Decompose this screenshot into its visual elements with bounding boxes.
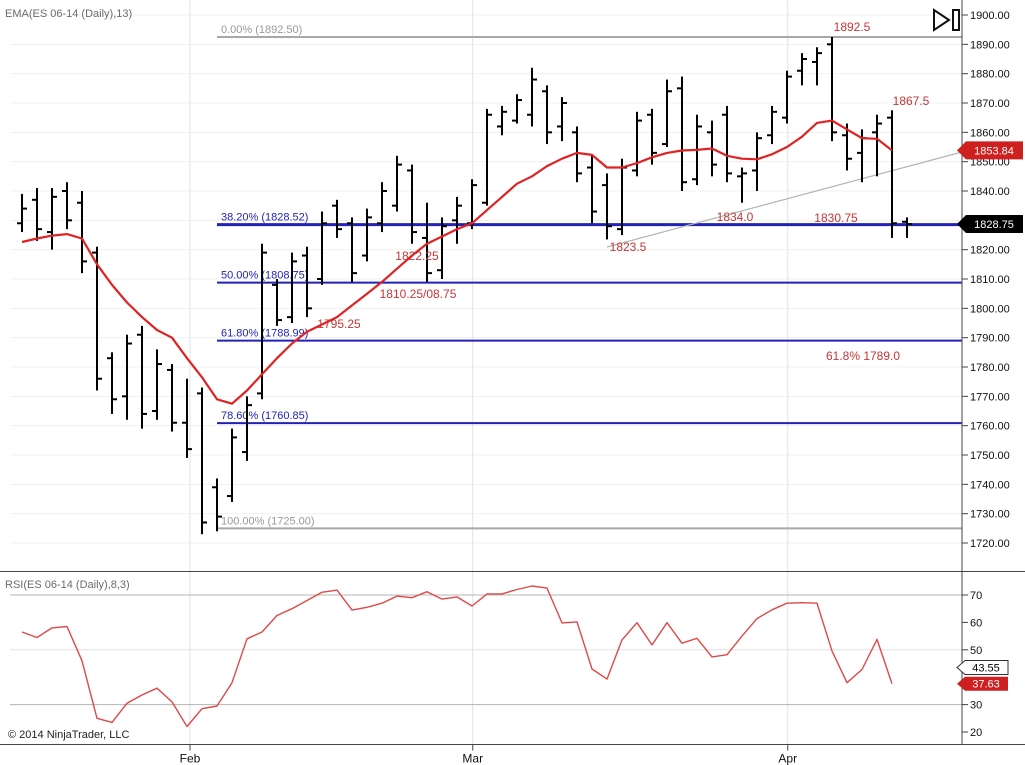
grid-lines xyxy=(10,0,962,745)
svg-text:1820.00: 1820.00 xyxy=(970,245,1010,257)
svg-text:1900.00: 1900.00 xyxy=(970,10,1010,22)
annotation-1823.5: 1823.5 xyxy=(610,240,647,254)
fib-label-0.00%: 0.00% (1892.50) xyxy=(221,24,302,36)
svg-text:50: 50 xyxy=(970,645,982,657)
price-axis[interactable]: 1900.00 1890.00 1880.00 1870.00 1860.00 1850.… xyxy=(962,10,1010,739)
svg-text:1810.00: 1810.00 xyxy=(970,274,1010,286)
axes xyxy=(0,0,1025,745)
price-annotations: 1892.5 1867.5 1830.75 1834.0 1823.5 1822.25 18… xyxy=(317,20,929,363)
svg-text:1853.84: 1853.84 xyxy=(974,145,1014,157)
svg-text:1730.00: 1730.00 xyxy=(970,509,1010,521)
ema-price-tag xyxy=(957,141,1023,160)
annotation-1830.75: 1830.75 xyxy=(814,211,858,225)
svg-text:Apr: Apr xyxy=(778,752,797,765)
annotation-1834.0: 1834.0 xyxy=(717,210,754,224)
ohlc-bars xyxy=(17,36,912,535)
svg-text:1780.00: 1780.00 xyxy=(970,362,1010,374)
svg-text:43.55: 43.55 xyxy=(972,662,1000,674)
fib-label-61.80%: 61.80% (1788.99) xyxy=(221,328,308,340)
svg-text:1760.00: 1760.00 xyxy=(970,421,1010,433)
svg-text:1720.00: 1720.00 xyxy=(970,538,1010,550)
fib-label-100.00%: 100.00% (1725.00) xyxy=(221,515,315,527)
svg-text:1840.00: 1840.00 xyxy=(970,186,1010,198)
annotation-1810.25/08.75: 1810.25/08.75 xyxy=(380,287,457,301)
svg-text:20: 20 xyxy=(970,727,982,739)
time-axis[interactable]: Feb Mar Apr xyxy=(180,744,797,765)
rsi-line xyxy=(21,585,893,728)
last-price-tag xyxy=(957,214,1023,233)
fibonacci-retracement: 0.00% (1892.50) 38.20% (1828.52) 50.00% (1… xyxy=(217,24,962,530)
go-to-last-bar-button[interactable] xyxy=(930,6,964,34)
svg-text:37.63: 37.63 xyxy=(972,679,1000,691)
annotation-1867.5: 1867.5 xyxy=(893,94,930,108)
copyright-notice: © 2014 NinjaTrader, LLC xyxy=(8,729,130,741)
play-to-end-icon xyxy=(933,8,960,32)
svg-text:70: 70 xyxy=(970,590,982,602)
svg-text:1890.00: 1890.00 xyxy=(970,39,1010,51)
rsi-avg-tag xyxy=(956,659,1009,675)
svg-text:Feb: Feb xyxy=(180,752,201,765)
annotation-1822.25: 1822.25 xyxy=(395,249,439,263)
annotation-1892.5: 1892.5 xyxy=(834,20,871,34)
svg-text:1750.00: 1750.00 xyxy=(970,450,1010,462)
price-panel-indicator-label: EMA(ES 06-14 (Daily),13) xyxy=(5,8,133,20)
svg-text:30: 30 xyxy=(970,700,982,712)
svg-text:1740.00: 1740.00 xyxy=(970,479,1010,491)
fib-label-50.00%: 50.00% (1808.75) xyxy=(221,270,308,282)
svg-text:1800.00: 1800.00 xyxy=(970,303,1010,315)
annotation-61.8%-1789.0: 61.8% 1789.0 xyxy=(826,349,900,363)
fib-label-78.60%: 78.60% (1760.85) xyxy=(221,410,308,422)
ema-line xyxy=(21,119,893,405)
svg-text:1860.00: 1860.00 xyxy=(970,127,1010,139)
svg-text:1880.00: 1880.00 xyxy=(970,69,1010,81)
rsi-value-tag xyxy=(957,676,1008,691)
trend-line xyxy=(606,151,963,248)
svg-text:60: 60 xyxy=(970,617,982,629)
svg-text:Mar: Mar xyxy=(462,752,483,765)
svg-text:1850.00: 1850.00 xyxy=(970,157,1010,169)
svg-text:1790.00: 1790.00 xyxy=(970,333,1010,345)
fib-label-38.20%: 38.20% (1828.52) xyxy=(221,212,308,224)
rsi-panel-indicator-label: RSI(ES 06-14 (Daily),8,3) xyxy=(5,579,130,591)
svg-text:1770.00: 1770.00 xyxy=(970,391,1010,403)
annotation-1795.25: 1795.25 xyxy=(317,317,361,331)
axis-value-tags: 1853.84 1828.75 43.55 37.63 xyxy=(956,141,1023,691)
svg-text:1870.00: 1870.00 xyxy=(970,98,1010,110)
svg-text:1828.75: 1828.75 xyxy=(974,219,1014,231)
